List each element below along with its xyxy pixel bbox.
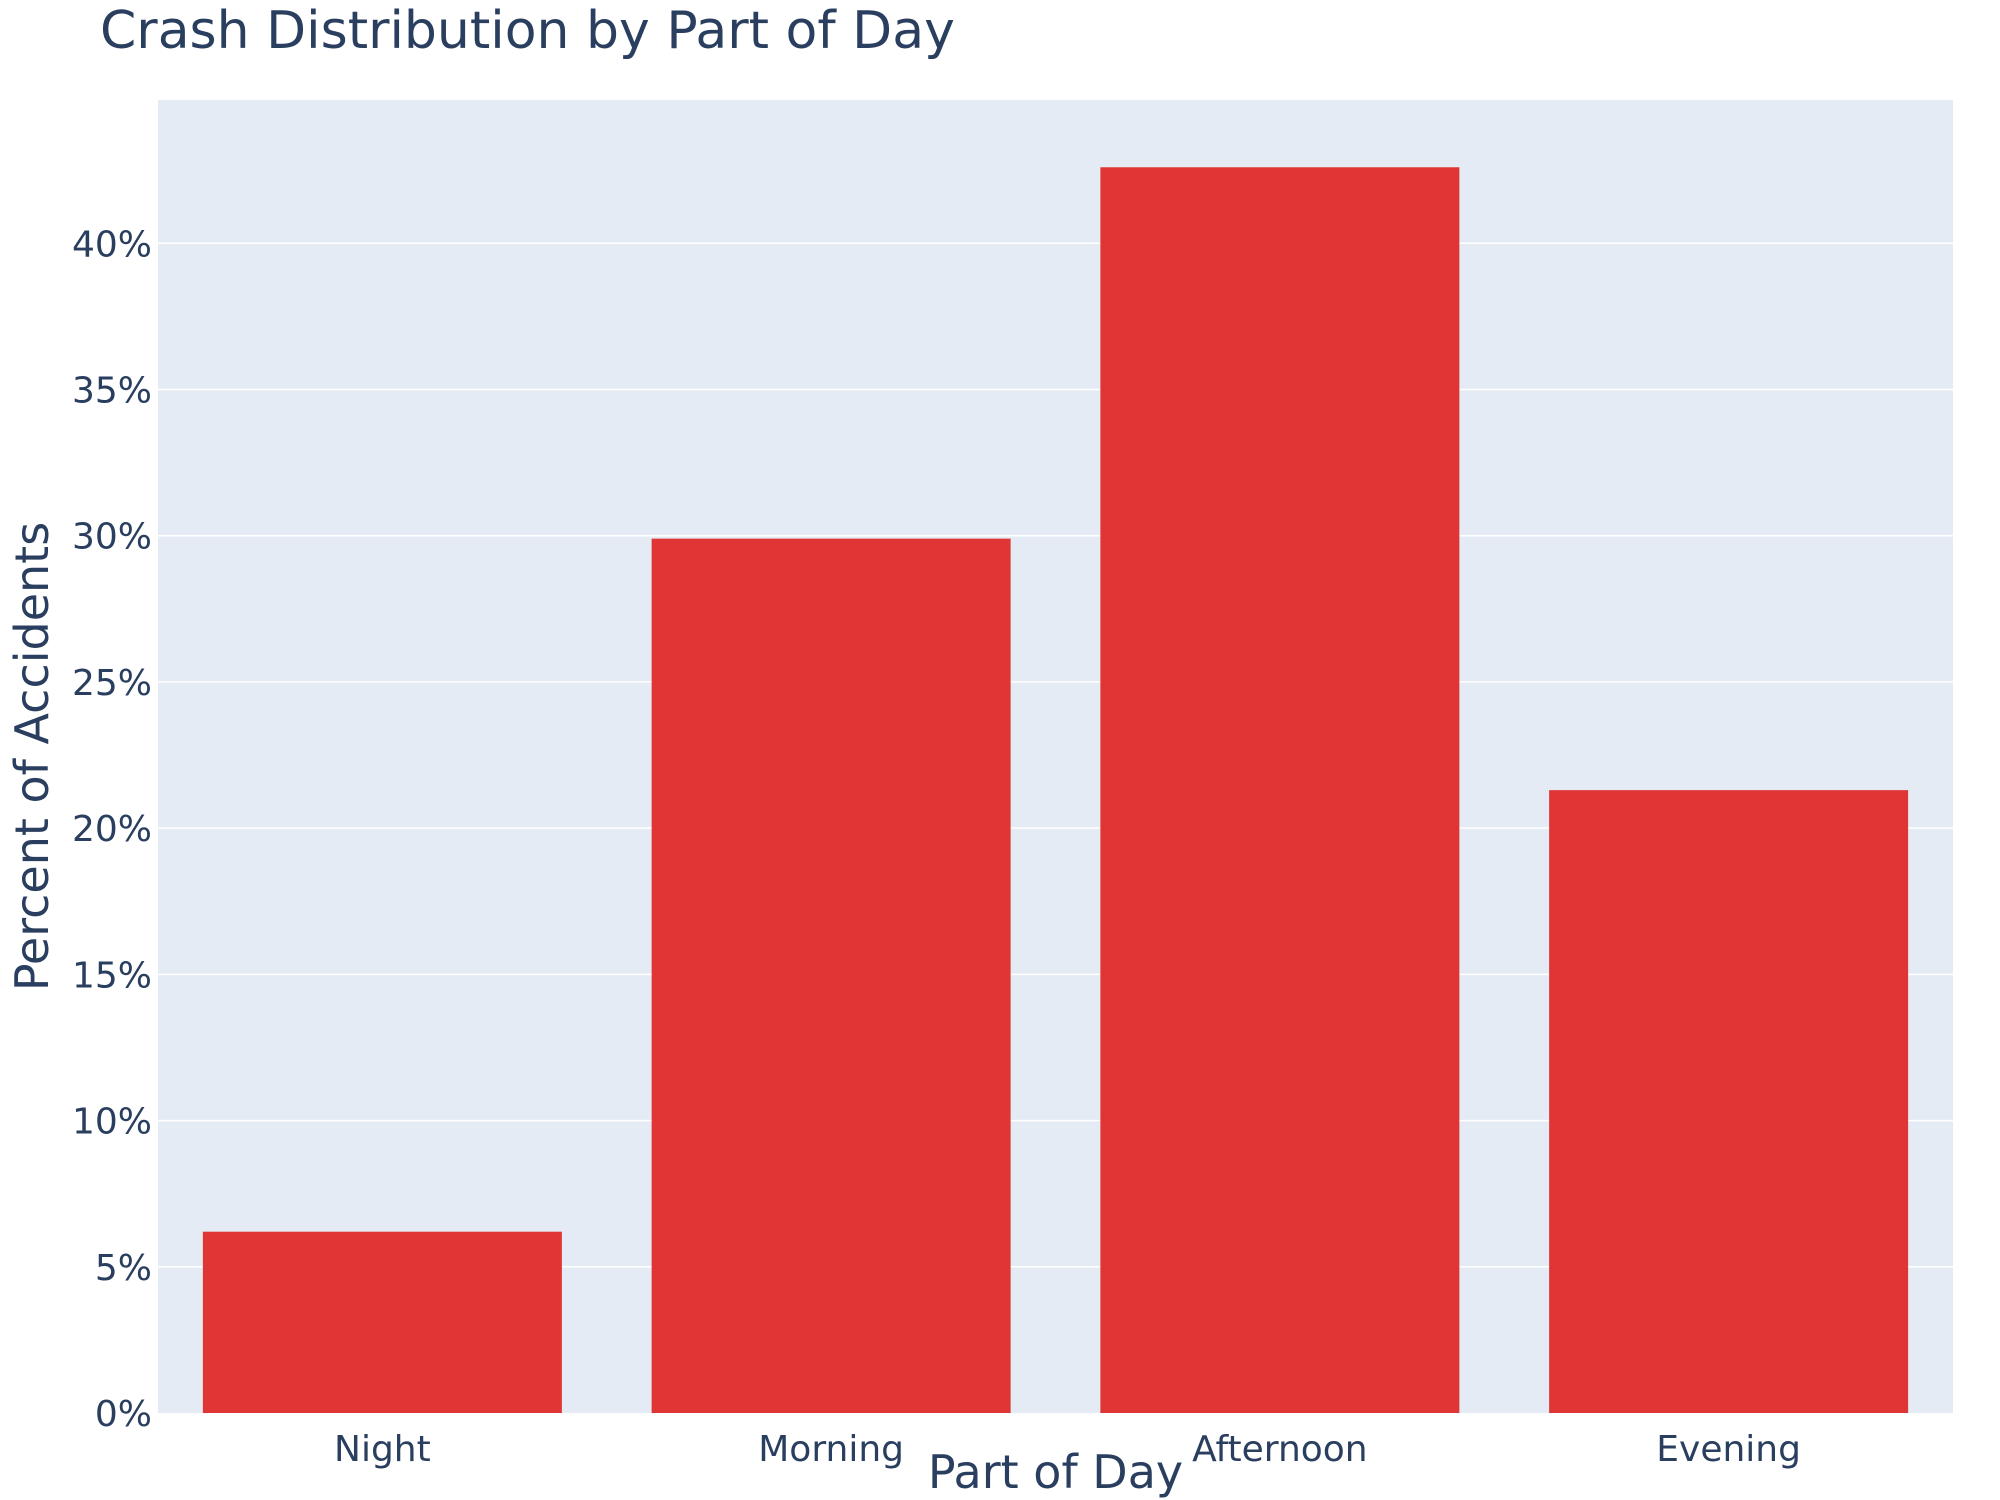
y-tick-label: 40% <box>72 224 152 265</box>
x-tick-label: Afternoon <box>1192 1429 1368 1470</box>
y-tick-label: 5% <box>95 1248 152 1289</box>
bar-evening <box>1549 790 1909 1413</box>
bar-night <box>202 1231 562 1413</box>
y-tick-label: 0% <box>95 1394 152 1435</box>
x-tick-label: Evening <box>1656 1429 1801 1470</box>
y-tick-label: 15% <box>72 955 152 996</box>
bar-morning <box>651 538 1011 1413</box>
x-tick-label: Morning <box>758 1429 904 1470</box>
x-axis-ticks: Night Morning Afternoon Evening <box>334 1429 1801 1470</box>
x-tick-label: Night <box>334 1429 431 1470</box>
bar-afternoon <box>1100 167 1460 1414</box>
bars <box>202 167 1909 1414</box>
y-tick-label: 30% <box>72 517 152 558</box>
y-tick-label: 10% <box>72 1102 152 1143</box>
x-axis-title: Part of Day <box>928 1445 1183 1499</box>
y-tick-label: 25% <box>72 663 152 704</box>
y-tick-label: 35% <box>72 371 152 412</box>
y-axis-ticks: 0% 5% 10% 15% 20% 25% 30% 35% 40% <box>72 224 152 1435</box>
y-tick-label: 20% <box>72 809 152 850</box>
chart-title: Crash Distribution by Part of Day <box>100 1 955 61</box>
y-axis-title: Percent of Accidents <box>5 522 59 991</box>
